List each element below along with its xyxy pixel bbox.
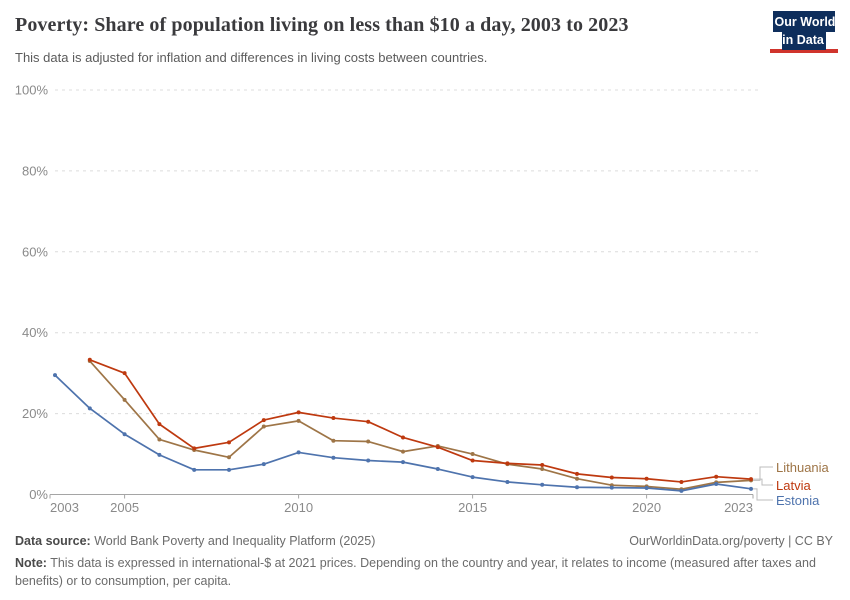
owid-logo-red-bar (770, 49, 838, 53)
license-link[interactable]: CC BY (794, 534, 833, 548)
footer-sources-row: Data source: World Bank Poverty and Ineq… (15, 534, 833, 548)
svg-text:2010: 2010 (284, 500, 313, 515)
data-source-label: Data source: (15, 534, 91, 548)
svg-text:100%: 100% (15, 83, 49, 98)
owid-logo-text: Our World in Data (772, 11, 836, 50)
footer-note: Note: This data is expressed in internat… (15, 556, 816, 588)
y-axis-labels: 0% 20% 40% 60% 80% 100% (15, 83, 49, 503)
svg-text:2005: 2005 (110, 500, 139, 515)
svg-text:40%: 40% (22, 325, 48, 340)
svg-text:0%: 0% (29, 487, 48, 502)
svg-text:2020: 2020 (632, 500, 661, 515)
svg-text:80%: 80% (22, 163, 48, 178)
legend-label-lithuania[interactable]: Lithuania (776, 460, 829, 475)
series-line-estonia (53, 373, 753, 493)
owid-logo[interactable]: Our World in Data (770, 11, 838, 53)
owid-url-link[interactable]: OurWorldinData.org/poverty (629, 534, 785, 548)
y-gridlines (55, 89, 762, 415)
note-label: Note: (15, 556, 47, 570)
chart-subtitle: This data is adjusted for inflation and … (15, 50, 488, 65)
footer-links: OurWorldinData.org/poverty | CC BY (629, 534, 833, 548)
svg-text:20%: 20% (22, 406, 48, 421)
svg-text:2023: 2023 (724, 500, 753, 515)
series-line-lithuania (87, 359, 753, 492)
series-line-latvia (87, 357, 753, 484)
legend-label-latvia[interactable]: Latvia (776, 478, 811, 493)
x-axis: 2003 2005 2010 2015 2020 2023 (49, 494, 754, 515)
svg-text:60%: 60% (22, 244, 48, 259)
page-title: Poverty: Share of population living on l… (15, 14, 629, 36)
legend-label-estonia[interactable]: Estonia (776, 493, 820, 508)
legend-connectors (753, 466, 773, 501)
svg-text:2003: 2003 (50, 500, 79, 515)
svg-text:2015: 2015 (458, 500, 487, 515)
data-source-line: Data source: World Bank Poverty and Ineq… (15, 534, 376, 548)
